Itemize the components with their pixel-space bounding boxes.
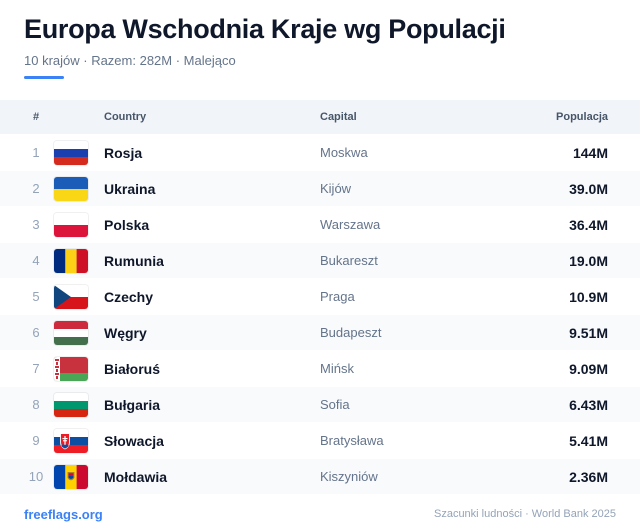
row-country: Węgry — [104, 324, 147, 341]
row-rank: 1 — [32, 145, 40, 160]
row-rank: 6 — [32, 325, 40, 340]
brand-link[interactable]: freeflags.org — [24, 506, 103, 522]
czechia-flag-icon — [54, 284, 88, 309]
page-subtitle: 10 krajów · Razem: 282M · Malejąco — [24, 53, 236, 68]
ukraine-flag-icon — [54, 176, 88, 201]
row-rank: 5 — [32, 289, 40, 304]
row-population: 144M — [572, 144, 608, 161]
row-population: 6.43M — [569, 396, 608, 413]
table-row: 8 Bułgaria Sofia 6.43M — [0, 386, 640, 422]
row-capital: Mińsk — [320, 361, 354, 376]
bulgaria-flag-icon — [54, 392, 88, 417]
slovakia-flag-icon — [54, 428, 88, 453]
table-row: 5 Czechy Praga 10.9M — [0, 278, 640, 314]
row-population: 5.41M — [569, 432, 608, 449]
row-population: 2.36M — [569, 468, 608, 485]
title-accent-bar — [24, 76, 64, 79]
table-row: 7 Białoruś Mińsk 9.09M — [0, 350, 640, 386]
moldova-flag-icon — [54, 464, 88, 489]
row-capital: Moskwa — [320, 145, 368, 160]
table-row: 9 Słowacja Bratysława 5.41M — [0, 422, 640, 458]
column-header-rank: # — [32, 111, 40, 123]
table-row: 4 Rumunia Bukareszt 19.0M — [0, 242, 640, 278]
page-title: Europa Wschodnia Kraje wg Populacji — [24, 14, 506, 44]
row-population: 9.51M — [569, 324, 608, 341]
row-rank: 7 — [32, 361, 40, 376]
column-header-population: Populacja — [556, 111, 608, 123]
row-population: 10.9M — [569, 288, 608, 305]
row-rank: 9 — [32, 433, 40, 448]
table-row: 10 Mołdawia Kiszyniów 2.36M — [0, 458, 640, 494]
table-row: 6 Węgry Budapeszt 9.51M — [0, 314, 640, 350]
column-header-country: Country — [104, 111, 147, 123]
table-row: 3 Polska Warszawa 36.4M — [0, 206, 640, 242]
row-country: Polska — [104, 216, 150, 233]
row-capital: Warszawa — [320, 217, 381, 232]
row-capital: Praga — [320, 289, 355, 304]
hungary-flag-icon — [54, 320, 88, 345]
row-population: 39.0M — [569, 180, 608, 197]
row-rank: 2 — [32, 181, 40, 196]
row-rank: 10 — [28, 469, 44, 484]
row-population: 36.4M — [569, 216, 608, 233]
row-country: Bułgaria — [104, 396, 161, 413]
poland-flag-icon — [54, 212, 88, 237]
source-note: Szacunki ludności · World Bank 2025 — [433, 508, 616, 520]
russia-flag-icon — [54, 140, 88, 165]
row-capital: Kiszyniów — [320, 469, 378, 484]
belarus-flag-icon — [54, 356, 88, 381]
table-header: # Country Capital Populacja — [0, 100, 640, 134]
row-country: Mołdawia — [104, 468, 168, 485]
row-rank: 4 — [32, 253, 40, 268]
population-table: # Country Capital Populacja 1 Rosja Mosk… — [0, 100, 640, 494]
row-country: Rumunia — [104, 252, 164, 269]
row-country: Ukraina — [104, 180, 156, 197]
header: Europa Wschodnia Kraje wg Populacji 10 k… — [24, 12, 624, 79]
footer: freeflags.org Szacunki ludności · World … — [24, 504, 616, 524]
row-population: 9.09M — [569, 360, 608, 377]
column-header-capital: Capital — [320, 111, 357, 123]
row-capital: Kijów — [320, 181, 352, 196]
row-rank: 8 — [32, 397, 40, 412]
row-capital: Sofia — [320, 397, 350, 412]
row-country: Rosja — [104, 144, 143, 161]
table-row: 1 Rosja Moskwa 144M — [0, 134, 640, 170]
row-rank: 3 — [32, 217, 40, 232]
romania-flag-icon — [54, 248, 88, 273]
row-population: 19.0M — [569, 252, 608, 269]
row-capital: Bukareszt — [320, 253, 378, 268]
row-country: Czechy — [104, 288, 154, 305]
row-country: Słowacja — [104, 432, 164, 449]
table-row: 2 Ukraina Kijów 39.0M — [0, 170, 640, 206]
row-capital: Budapeszt — [320, 325, 382, 340]
row-country: Białoruś — [104, 360, 161, 377]
row-capital: Bratysława — [320, 433, 384, 448]
